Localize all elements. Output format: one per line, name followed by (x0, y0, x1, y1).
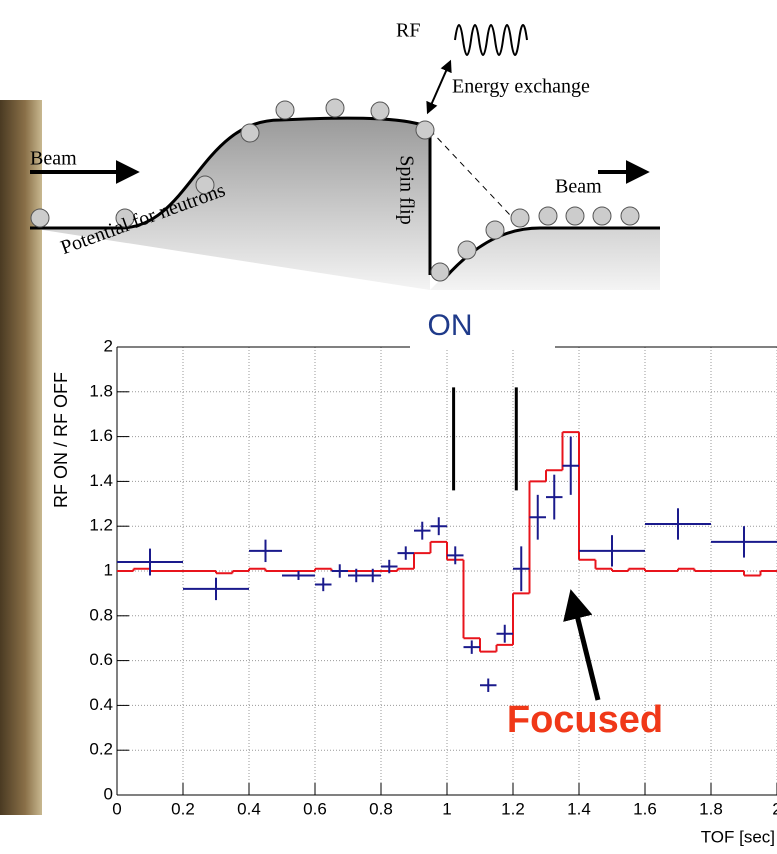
annotation-arrow (563, 589, 601, 701)
x-tick-label: 2 (772, 799, 777, 818)
x-tick-label: 0.2 (171, 799, 195, 818)
x-tick-label: 1.8 (699, 799, 723, 818)
y-tick-label: 1.2 (89, 516, 113, 535)
y-tick-label: 0.2 (89, 740, 113, 759)
beam-out-label: Beam (555, 176, 602, 198)
x-tick-label: 1 (442, 799, 451, 818)
x-tick-label: 0.4 (237, 799, 261, 818)
y-tick-label: 2 (104, 336, 113, 355)
y-tick-label: 1.8 (89, 381, 113, 400)
x-tick-label: 1.2 (501, 799, 525, 818)
rf-label: RF (396, 20, 420, 42)
photo-strip (0, 100, 42, 815)
x-tick-label: 1.6 (633, 799, 657, 818)
y-tick-label: 1.6 (89, 426, 113, 445)
y-tick-label: 1 (104, 560, 113, 579)
spin-flip-label: Spin flip (395, 155, 417, 224)
y-tick-label: 0 (104, 784, 113, 803)
x-tick-label: 0 (112, 799, 121, 818)
x-tick-label: 0.6 (303, 799, 327, 818)
annotation: Focused (507, 699, 663, 741)
x-tick-label: 1.4 (567, 799, 591, 818)
plot: 0 0.2 0.4 0.6 0.8 1 1.2 1.4 1.6 1.8 2 0 0.2 0.4 0.6 0.8… (89, 336, 777, 818)
y-tick-label: 1.4 (89, 471, 113, 490)
x-axis-label: TOF [sec] (701, 827, 775, 846)
y-tick-label: 0.8 (89, 605, 113, 624)
y-tick-label: 0.4 (89, 695, 113, 714)
diagram: RF Energy exchange Beam Beam Potential f… (30, 20, 660, 290)
beam-in-label: Beam (30, 148, 77, 170)
title-box (410, 300, 555, 350)
x-tick-label: 0.8 (369, 799, 393, 818)
chart-title: ON (428, 309, 473, 342)
y-axis-label: RF ON / RF OFF (51, 372, 71, 508)
y-tick-label: 0.6 (89, 650, 113, 669)
energy-label: Energy exchange (452, 76, 590, 98)
